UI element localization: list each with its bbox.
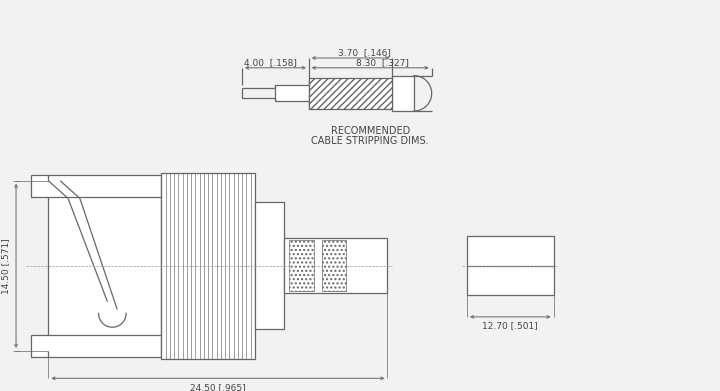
Text: 24.50 [.965]: 24.50 [.965]	[190, 383, 246, 391]
Text: 8.30  [.327]: 8.30 [.327]	[356, 58, 408, 67]
Bar	[284, 238, 387, 293]
Bar	[161, 173, 255, 359]
Bar	[276, 86, 309, 101]
Bar	[31, 175, 161, 197]
Text: CABLE STRIPPING DIMS.: CABLE STRIPPING DIMS.	[312, 136, 429, 147]
Bar	[392, 76, 414, 111]
Bar	[309, 78, 392, 109]
Bar	[31, 335, 161, 357]
Bar	[467, 236, 554, 295]
Bar	[289, 240, 314, 291]
Bar	[255, 203, 284, 329]
Text: RECOMMENDED: RECOMMENDED	[330, 126, 410, 136]
Text: 12.70 [.501]: 12.70 [.501]	[482, 321, 538, 330]
Text: 14.50 [.571]: 14.50 [.571]	[1, 238, 10, 294]
Text: 4.00  [.158]: 4.00 [.158]	[244, 58, 297, 67]
Text: 3.70  [.146]: 3.70 [.146]	[338, 48, 391, 57]
Bar	[322, 240, 346, 291]
Bar	[48, 181, 161, 351]
